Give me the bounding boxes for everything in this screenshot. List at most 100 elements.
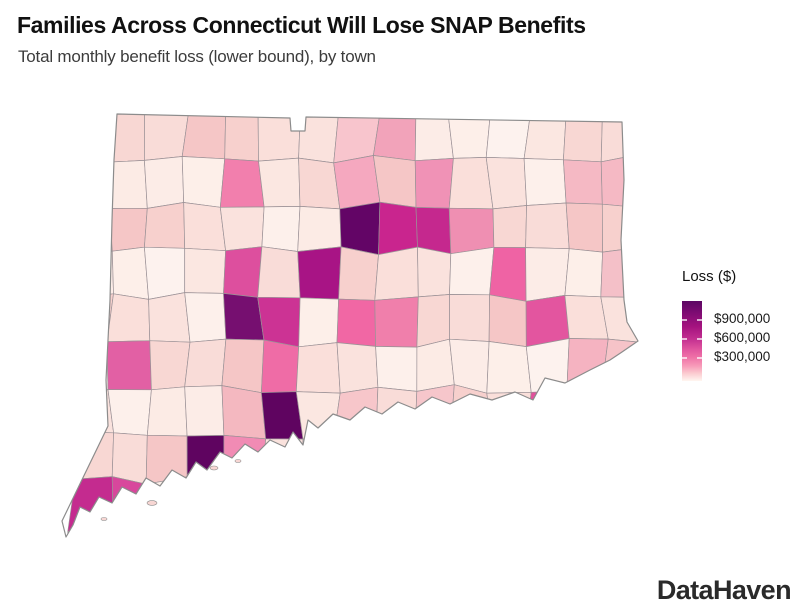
town-cell	[524, 434, 564, 481]
town-cell	[450, 476, 494, 525]
town-coventry	[448, 207, 495, 255]
town-cell	[144, 114, 190, 161]
town-cell	[414, 114, 454, 162]
town-thompson	[563, 159, 603, 205]
town-cell	[410, 480, 457, 532]
town-cell	[258, 157, 301, 208]
legend-tick	[697, 338, 703, 340]
legend-tick	[681, 357, 687, 359]
coastal-island	[146, 500, 158, 506]
town-cell	[298, 297, 339, 348]
town-cell	[295, 391, 341, 440]
town-windham	[489, 246, 527, 302]
state-outline	[61, 113, 639, 538]
town-wallingford	[261, 339, 300, 394]
town-cell	[111, 432, 148, 485]
town-enfield	[373, 114, 417, 162]
town-cell	[525, 202, 570, 250]
town-cell	[261, 206, 301, 252]
town-cell	[378, 480, 412, 532]
town-new-london	[525, 390, 568, 440]
town-new-britain	[297, 246, 342, 300]
town-cell	[450, 432, 494, 482]
town-cell	[184, 247, 226, 294]
town-cell	[298, 114, 339, 164]
town-cell	[184, 292, 227, 343]
town-cell	[150, 524, 188, 537]
town-cell	[300, 438, 335, 486]
town-groton	[566, 338, 609, 392]
town-cell	[182, 476, 227, 526]
town-cell	[223, 482, 263, 528]
town-norwalk	[111, 476, 152, 530]
town-cell	[485, 157, 527, 210]
town-meriden	[257, 296, 301, 348]
town-cell	[72, 161, 110, 209]
legend-tick	[697, 357, 703, 359]
town-middletown	[336, 298, 376, 347]
town-cell	[565, 525, 603, 537]
town-cell	[449, 246, 495, 296]
town-cell	[492, 432, 526, 480]
legend-label-900k: $900,000	[714, 311, 771, 326]
town-stamford	[67, 476, 114, 532]
town-milford	[223, 435, 267, 486]
town-cell	[295, 522, 341, 537]
town-cell	[447, 114, 491, 159]
town-cell	[298, 157, 341, 210]
town-cell	[295, 342, 341, 394]
town-cell	[106, 527, 152, 537]
town-cell	[417, 246, 452, 298]
town-cell	[375, 346, 418, 392]
town-cell	[449, 294, 490, 342]
town-torrington	[219, 158, 265, 208]
town-cell	[181, 156, 226, 208]
town-cell	[416, 338, 455, 392]
town-cell	[600, 432, 638, 485]
town-cell	[450, 522, 494, 537]
legend: Loss ($) $900,000 $600,000 $300,000	[681, 268, 800, 390]
town-cell	[106, 293, 151, 343]
town-cell	[297, 206, 342, 252]
town-cell	[70, 431, 114, 480]
town-cell	[487, 476, 533, 526]
town-cell	[563, 114, 603, 163]
town-cell	[410, 523, 453, 537]
town-cell	[562, 434, 606, 485]
town-cell	[219, 206, 265, 252]
town-stonington	[601, 338, 638, 394]
town-cell	[259, 522, 300, 537]
coastal-island	[100, 517, 108, 521]
town-cell	[183, 202, 226, 252]
town-cell	[182, 524, 227, 537]
legend-label-300k: $300,000	[714, 349, 771, 364]
town-norwich	[525, 295, 570, 347]
town-cell	[224, 114, 259, 162]
town-cell	[375, 435, 416, 486]
legend-title: Loss ($)	[682, 268, 737, 285]
datahaven-wordmark: DataHaven	[656, 575, 792, 605]
town-new-haven	[261, 391, 304, 440]
town-vernon	[414, 158, 454, 209]
town-cell	[485, 116, 531, 159]
town-cell	[600, 525, 638, 537]
town-manchester	[415, 207, 452, 255]
town-windsor	[333, 155, 381, 210]
town-cell	[107, 389, 152, 436]
town-cell	[70, 248, 114, 300]
town-cell	[487, 522, 533, 537]
town-cell	[108, 160, 148, 209]
town-cell	[257, 246, 301, 299]
town-cell	[184, 385, 225, 437]
town-cell	[69, 341, 109, 392]
town-cell	[336, 525, 381, 537]
chart-title: Families Across Connecticut Will Lose SN…	[17, 12, 586, 38]
town-east-hampton	[374, 296, 419, 348]
legend-label-600k: $600,000	[714, 330, 771, 345]
town-cell	[492, 205, 527, 248]
town-cell	[111, 246, 149, 300]
town-cell	[295, 482, 338, 527]
chart-subtitle: Total monthly benefit loss (lower bound)…	[18, 47, 376, 66]
